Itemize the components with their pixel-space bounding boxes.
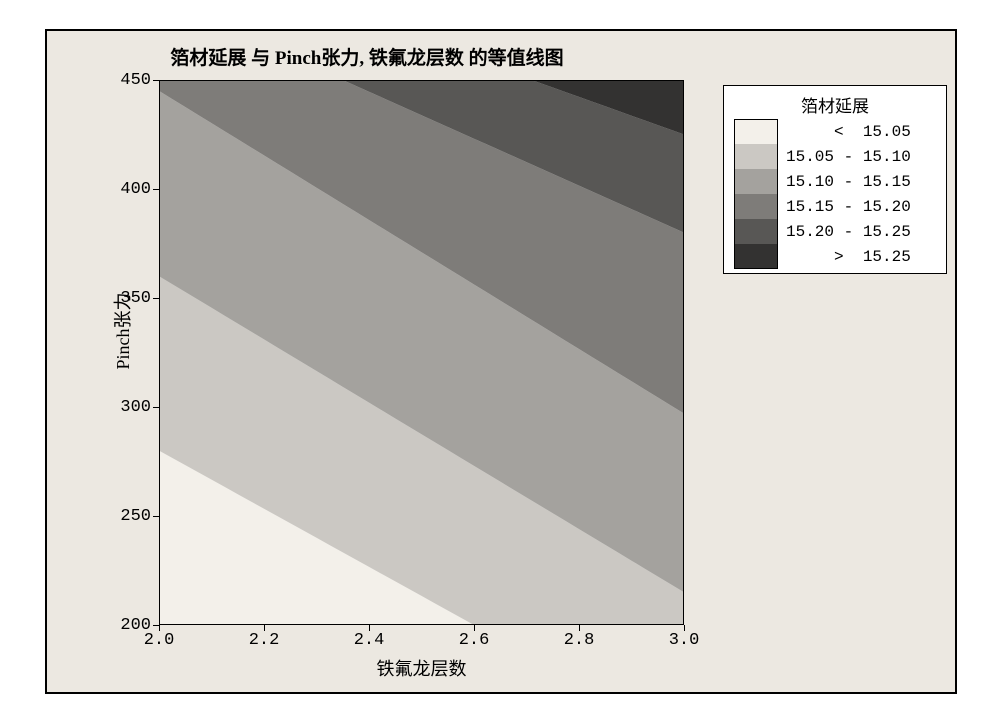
legend-item: < 15.05	[734, 119, 936, 144]
legend-label: < 15.05	[786, 123, 911, 141]
y-tick-label: 250	[109, 507, 151, 526]
x-tick-mark	[159, 625, 160, 631]
legend-item: 15.20 - 15.25	[734, 219, 936, 244]
x-tick-label: 2.6	[449, 631, 499, 650]
y-tick-mark	[153, 298, 159, 299]
y-tick-mark	[153, 189, 159, 190]
legend-swatch	[734, 144, 778, 169]
legend-swatch	[734, 169, 778, 194]
legend-swatch	[734, 244, 778, 269]
chart-title: 箔材延展 与 Pinch张力, 铁氟龙层数 的等值线图	[47, 43, 687, 70]
legend-label: 15.20 - 15.25	[786, 223, 911, 241]
legend-item: 15.05 - 15.10	[734, 144, 936, 169]
y-axis-label: Pinch张力	[109, 221, 135, 441]
x-tick-mark	[369, 625, 370, 631]
x-tick-mark	[579, 625, 580, 631]
contour-plot	[159, 80, 684, 625]
legend: 箔材延展 < 15.05 15.05 - 15.10 15.10 - 15.15 15…	[723, 85, 947, 274]
legend-item: > 15.25	[734, 244, 936, 269]
y-tick-mark	[153, 80, 159, 81]
x-tick-mark	[264, 625, 265, 631]
x-tick-label: 2.0	[134, 631, 184, 650]
legend-item: 15.15 - 15.20	[734, 194, 936, 219]
legend-title: 箔材延展	[734, 92, 936, 117]
x-tick-mark	[684, 625, 685, 631]
legend-swatch	[734, 194, 778, 219]
legend-item: 15.10 - 15.15	[734, 169, 936, 194]
legend-label: 15.05 - 15.10	[786, 148, 911, 166]
x-tick-label: 2.2	[239, 631, 289, 650]
y-tick-label: 450	[109, 71, 151, 90]
legend-label: 15.15 - 15.20	[786, 198, 911, 216]
y-tick-mark	[153, 516, 159, 517]
x-tick-mark	[474, 625, 475, 631]
legend-swatch	[734, 219, 778, 244]
x-tick-label: 2.8	[554, 631, 604, 650]
y-tick-label: 400	[109, 180, 151, 199]
legend-label: 15.10 - 15.15	[786, 173, 911, 191]
legend-label: > 15.25	[786, 248, 911, 266]
chart-frame: 箔材延展 与 Pinch张力, 铁氟龙层数 的等值线图 200250300350…	[45, 29, 957, 694]
x-tick-label: 2.4	[344, 631, 394, 650]
x-tick-label: 3.0	[659, 631, 709, 650]
legend-swatch	[734, 119, 778, 144]
x-axis-label: 铁氟龙层数	[159, 655, 684, 681]
y-tick-mark	[153, 407, 159, 408]
